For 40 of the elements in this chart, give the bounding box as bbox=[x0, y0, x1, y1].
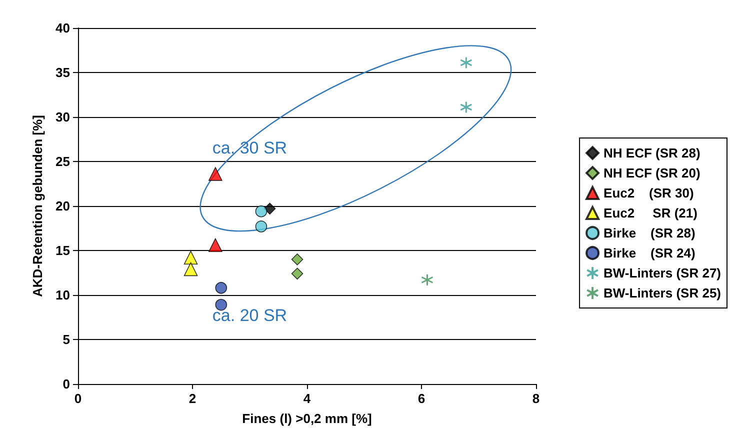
legend-label: Euc2 SR (21) bbox=[604, 206, 698, 220]
y-tick-label: 25 bbox=[56, 154, 70, 169]
point bbox=[208, 238, 222, 252]
y-tick-label: 40 bbox=[56, 20, 70, 36]
legend-label: Birke (SR 24) bbox=[604, 246, 696, 260]
y-tick-label: 35 bbox=[56, 65, 70, 80]
legend-label: Birke (SR 28) bbox=[604, 226, 696, 240]
point bbox=[255, 205, 268, 218]
point bbox=[291, 268, 304, 280]
legend-label: BW-Linters (SR 27) bbox=[604, 266, 722, 280]
point bbox=[460, 56, 472, 69]
x-tick-label: 2 bbox=[188, 391, 196, 406]
x-tick-label: 8 bbox=[532, 391, 540, 406]
point bbox=[208, 167, 222, 181]
y-tick-label: 15 bbox=[56, 243, 70, 258]
point bbox=[460, 100, 472, 114]
point bbox=[255, 220, 268, 232]
y-axis-title: AKD-Retention gebunden [%] bbox=[30, 115, 45, 297]
legend-label: NH ECF (SR 28) bbox=[604, 146, 700, 160]
annotation: ca. 20 SR bbox=[212, 306, 288, 325]
y-tick-label: 0 bbox=[62, 376, 70, 392]
y-tick-label: 20 bbox=[56, 198, 70, 214]
point bbox=[264, 202, 276, 215]
x-tick-label: 4 bbox=[303, 391, 312, 406]
legend-label: Euc2 (SR 30) bbox=[604, 186, 694, 200]
annotation: ca. 30 SR bbox=[212, 138, 288, 158]
legend-label: NH ECF (SR 20) bbox=[604, 166, 700, 180]
point bbox=[215, 282, 228, 294]
y-tick-label: 10 bbox=[56, 288, 70, 302]
point bbox=[291, 254, 304, 266]
point bbox=[420, 274, 434, 286]
x-tick-label: 6 bbox=[418, 391, 426, 406]
x-axis-title: Fines (l) >0,2 mm [%] bbox=[242, 411, 372, 426]
x-tick-label: 0 bbox=[74, 391, 82, 406]
point bbox=[184, 262, 198, 276]
y-tick-label: 30 bbox=[56, 110, 70, 124]
legend-label: BW-Linters (SR 25) bbox=[604, 286, 722, 300]
point bbox=[215, 298, 228, 311]
y-tick-label: 5 bbox=[62, 332, 70, 347]
point bbox=[184, 250, 198, 265]
